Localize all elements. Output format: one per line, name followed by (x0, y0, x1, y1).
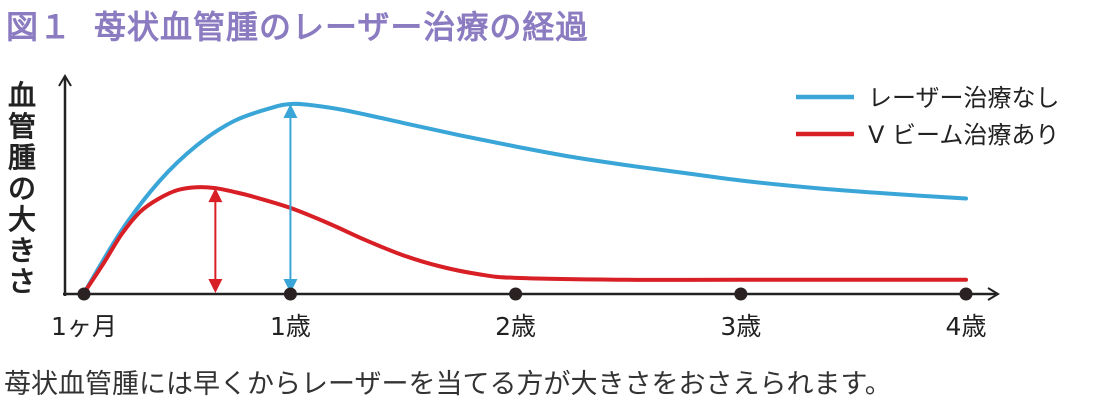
y-axis-label-char: 血 (7, 79, 36, 112)
x-tick-dot (283, 287, 297, 301)
x-tick-label: 4歳 (946, 312, 987, 341)
x-tick-label: 1歳 (270, 312, 311, 341)
arrow-head-down (283, 279, 298, 293)
series-line-vbeam (82, 185, 968, 295)
y-axis-label-char: さ (7, 265, 36, 298)
legend-item: V ビーム治療あり (796, 121, 1059, 149)
legend-item: レーザー治療なし (796, 84, 1060, 112)
series-line-no-laser (82, 101, 968, 295)
x-tick-label: 2歳 (495, 312, 536, 341)
chart: 1ヶ月 1歳 2歳 3歳 4歳 レーザー治療なし V ビーム治療あり (51, 74, 1060, 341)
x-tick-dot (734, 287, 748, 301)
figure-caption: 苺状血管腫には早くからレーザーを当てる方が大きさをおさえられます。 (4, 369, 892, 400)
figure-title-text: 苺状血管腫のレーザー治療の経過 (94, 8, 589, 46)
y-axis-label-char: 腫 (7, 141, 36, 174)
y-axis-label-char: き (7, 234, 36, 267)
figure-number: 図１ (6, 8, 73, 46)
legend-label: V ビーム治療あり (868, 121, 1059, 149)
x-tick-dot (509, 287, 523, 301)
difference-arrow-vbeam (208, 188, 223, 293)
arrow-head-up (283, 104, 298, 118)
x-tick-dot (959, 287, 973, 301)
y-axis-label-char: 管 (7, 110, 36, 143)
difference-arrow-no-laser (283, 104, 298, 293)
x-tick-dot (77, 287, 91, 301)
y-axis-label: 血管腫の大きさ (4, 80, 40, 297)
figure-title: 図１ 苺状血管腫のレーザー治療の経過 (6, 2, 588, 48)
y-axis-label-char: の (7, 172, 36, 205)
y-axis-label-char: 大 (7, 203, 36, 236)
arrow-head-up (208, 188, 223, 203)
arrow-head-down (208, 279, 223, 293)
x-tick-label: 1ヶ月 (51, 312, 117, 341)
legend-label: レーザー治療なし (868, 84, 1060, 112)
x-tick-label: 3歳 (720, 312, 761, 341)
